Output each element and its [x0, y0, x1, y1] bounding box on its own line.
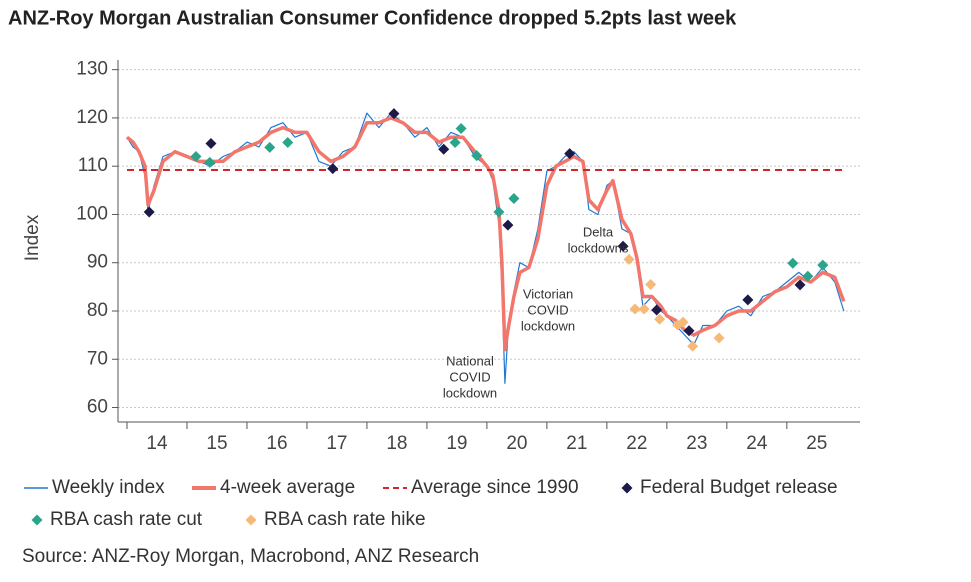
legend-label: Weekly index — [52, 477, 165, 498]
legend-label: RBA cash rate hike — [264, 509, 426, 530]
x-tick-label: 19 — [446, 433, 467, 454]
source-note: Source: ANZ-Roy Morgan, Macrobond, ANZ R… — [22, 546, 479, 567]
legend-swatch — [621, 482, 633, 494]
marker — [564, 148, 576, 160]
legend-item: Federal Budget release — [621, 477, 838, 498]
y-tick-label: 90 — [87, 252, 108, 273]
marker — [645, 278, 657, 290]
legend-item: Weekly index — [24, 477, 165, 498]
annotation: lockdown — [521, 318, 575, 333]
marker — [683, 325, 695, 337]
legend-swatch — [31, 514, 43, 526]
marker — [654, 313, 666, 325]
legend-item: RBA cash rate cut — [31, 509, 203, 530]
y-tick-label: 60 — [87, 397, 108, 418]
marker — [493, 206, 505, 218]
y-tick-label: 70 — [87, 348, 108, 369]
legend-item: Average since 1990 — [383, 477, 579, 498]
legend-item: RBA cash rate hike — [245, 509, 426, 530]
y-axis-label: Index — [22, 214, 43, 261]
x-tick-label: 14 — [146, 433, 168, 454]
marker — [651, 304, 663, 316]
marker — [388, 108, 400, 120]
marker — [282, 137, 294, 149]
annotation: lockdowns — [568, 240, 629, 255]
marker — [638, 303, 650, 315]
marker — [455, 123, 467, 135]
x-tick-label: 16 — [266, 433, 287, 454]
marker — [327, 163, 339, 175]
marker — [794, 279, 806, 291]
average-line — [125, 116, 846, 352]
marker — [204, 156, 216, 168]
annotation: COVID — [527, 302, 568, 317]
chart-title: ANZ-Roy Morgan Australian Consumer Confi… — [8, 7, 737, 29]
marker — [677, 316, 689, 328]
x-tick-label: 22 — [626, 433, 647, 454]
annotation: Delta — [583, 224, 614, 239]
legend-item: 4-week average — [192, 477, 355, 498]
marker — [190, 151, 202, 163]
x-tick-label: 20 — [506, 433, 527, 454]
legend-label: Federal Budget release — [640, 477, 838, 498]
marker — [449, 137, 461, 149]
marker — [787, 257, 799, 269]
marker — [713, 332, 725, 344]
y-tick-label: 130 — [76, 59, 108, 80]
x-tick-label: 15 — [206, 433, 227, 454]
annotation: COVID — [449, 369, 490, 384]
marker — [742, 294, 754, 306]
marker — [264, 141, 276, 153]
x-tick-label: 25 — [806, 433, 827, 454]
marker — [623, 253, 635, 265]
marker — [687, 340, 699, 352]
marker — [817, 259, 829, 271]
legend-label: RBA cash rate cut — [50, 509, 203, 530]
legend-swatch — [245, 514, 257, 526]
marker — [205, 138, 217, 150]
x-tick-label: 17 — [326, 433, 347, 454]
y-tick-label: 120 — [76, 107, 108, 128]
x-tick-label: 21 — [566, 433, 587, 454]
marker — [502, 219, 514, 231]
legend-label: Average since 1990 — [411, 477, 579, 498]
marker — [802, 270, 814, 282]
x-tick-label: 24 — [746, 433, 768, 454]
marker — [471, 150, 483, 162]
y-tick-label: 110 — [78, 155, 108, 176]
marker — [438, 143, 450, 155]
y-tick-label: 80 — [87, 300, 108, 321]
legend-label: 4-week average — [220, 477, 355, 498]
x-tick-label: 18 — [386, 433, 407, 454]
annotation: Victorian — [523, 286, 573, 301]
marker — [143, 206, 155, 218]
x-tick-label: 23 — [686, 433, 707, 454]
plot-area — [125, 108, 846, 384]
marker — [629, 303, 641, 315]
marker — [617, 240, 629, 252]
marker — [508, 193, 520, 205]
y-tick-label: 100 — [76, 203, 108, 224]
annotation: National — [446, 353, 494, 368]
annotation: lockdown — [443, 385, 497, 400]
